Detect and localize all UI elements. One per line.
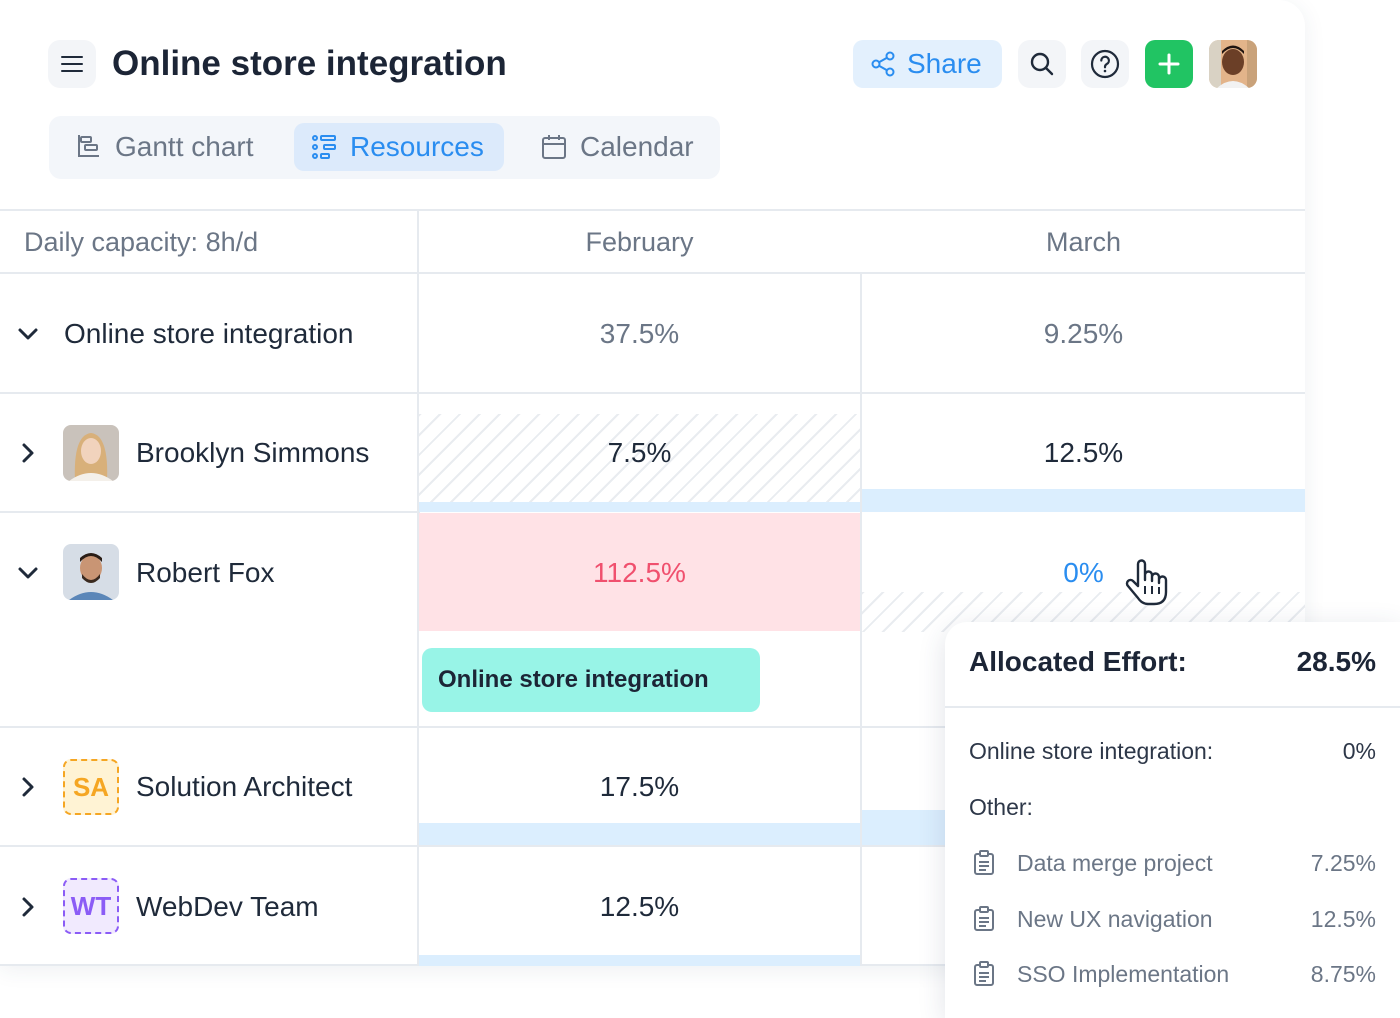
popup-current-label: Online store integration: — [969, 738, 1214, 764]
popup-total: 28.5% — [1296, 646, 1376, 677]
popup-current-value: 0% — [1342, 738, 1376, 764]
search-icon — [1030, 52, 1054, 76]
project-mar-value: 9.25% — [1043, 318, 1124, 349]
tab-gantt-chart-label: Gantt chart — [115, 131, 254, 162]
avatar — [63, 544, 119, 600]
clipboard-icon — [974, 906, 994, 931]
table-header-border — [0, 272, 1305, 274]
resource-name: WebDev Team — [136, 891, 319, 922]
help-icon — [1090, 49, 1120, 79]
popup-other-label: Other: — [969, 794, 1033, 820]
column-divider — [860, 272, 862, 966]
clipboard-icon — [974, 961, 994, 986]
resource-feb-value[interactable]: 7.5% — [607, 437, 672, 468]
popup-divider — [945, 706, 1400, 708]
capacity-label: Daily capacity: 8h/d — [24, 227, 259, 257]
resource-mar-value[interactable]: 12.5% — [1043, 437, 1124, 468]
column-divider — [417, 209, 419, 966]
search-button[interactable] — [1018, 40, 1066, 88]
menu-button[interactable] — [48, 40, 96, 88]
resource-name: Robert Fox — [136, 557, 275, 588]
calendar-icon — [542, 135, 566, 159]
project-name: Online store integration — [64, 318, 354, 349]
row-divider — [0, 392, 1305, 394]
resource-feb-value[interactable]: 112.5% — [593, 557, 686, 588]
resources-panel: Online store integration Share — [0, 40, 1305, 966]
popup-project-item[interactable]: New UX navigation 12.5% — [969, 904, 1376, 936]
row-divider — [0, 726, 945, 728]
popup-item-name: SSO Implementation — [1017, 961, 1230, 987]
gantt-icon — [78, 135, 99, 157]
popup-current-row: Online store integration: 0% — [969, 738, 1376, 765]
tab-calendar-label: Calendar — [580, 131, 694, 162]
resource-mar-value[interactable]: 0% — [1063, 557, 1104, 588]
allocation-bar — [419, 955, 860, 966]
row-divider — [0, 845, 945, 847]
popup-project-item[interactable]: SSO Implementation 8.75% — [969, 959, 1376, 991]
chevron-right-icon[interactable] — [15, 440, 41, 466]
allocation-bar — [419, 502, 860, 512]
allocation-bar — [862, 489, 1305, 512]
resource-name: Brooklyn Simmons — [136, 437, 370, 468]
popup-item-value: 12.5% — [1310, 906, 1376, 932]
month-february: February — [585, 227, 694, 257]
popup-item-name: New UX navigation — [1017, 906, 1213, 932]
share-button[interactable]: Share — [853, 40, 1002, 88]
resource-name: Solution Architect — [136, 771, 353, 802]
popup-item-value: 7.25% — [1310, 850, 1376, 876]
share-label: Share — [907, 48, 982, 79]
role-badge: WT — [63, 878, 119, 934]
help-button[interactable] — [1081, 40, 1129, 88]
allocated-effort-popup: Allocated Effort: 28.5% Online store int… — [945, 622, 1400, 1018]
add-button[interactable] — [1145, 40, 1193, 88]
clipboard-icon — [974, 850, 994, 875]
role-badge: SA — [63, 759, 119, 815]
task-bar[interactable]: Online store integration — [422, 648, 760, 712]
resource-feb-value[interactable]: 12.5% — [599, 891, 680, 922]
user-avatar[interactable] — [1209, 40, 1257, 88]
view-tabs: Gantt chart Resources Calendar — [49, 116, 720, 179]
project-feb-value: 37.5% — [599, 318, 680, 349]
popup-item-name: Data merge project — [1017, 850, 1213, 876]
share-icon — [871, 51, 895, 77]
plus-icon — [1158, 53, 1180, 75]
tab-calendar[interactable]: Calendar — [524, 123, 709, 171]
tab-resources[interactable]: Resources — [294, 123, 504, 171]
overload-cell — [419, 513, 860, 631]
chevron-right-icon[interactable] — [15, 894, 41, 920]
resources-icon — [312, 135, 336, 159]
availability-hatch — [419, 414, 860, 502]
table-top-border — [0, 209, 1305, 211]
avatar — [63, 425, 119, 481]
chevron-right-icon[interactable] — [15, 774, 41, 800]
popup-item-value: 8.75% — [1310, 961, 1376, 987]
page-title: Online store integration — [112, 44, 507, 83]
resource-feb-value[interactable]: 17.5% — [599, 771, 680, 802]
allocation-bar — [419, 823, 860, 845]
chevron-down-icon[interactable] — [15, 321, 41, 347]
chevron-down-icon[interactable] — [15, 560, 41, 586]
popup-title: Allocated Effort: — [969, 646, 1187, 677]
hand-cursor-icon — [1125, 559, 1168, 606]
menu-icon — [61, 56, 83, 72]
tab-resources-label: Resources — [350, 131, 484, 162]
popup-project-item[interactable]: Data merge project 7.25% — [969, 848, 1376, 880]
month-march: March — [1045, 227, 1121, 257]
allocation-bar — [862, 810, 952, 845]
tab-gantt-chart[interactable]: Gantt chart — [59, 123, 289, 171]
row-divider — [0, 511, 420, 513]
